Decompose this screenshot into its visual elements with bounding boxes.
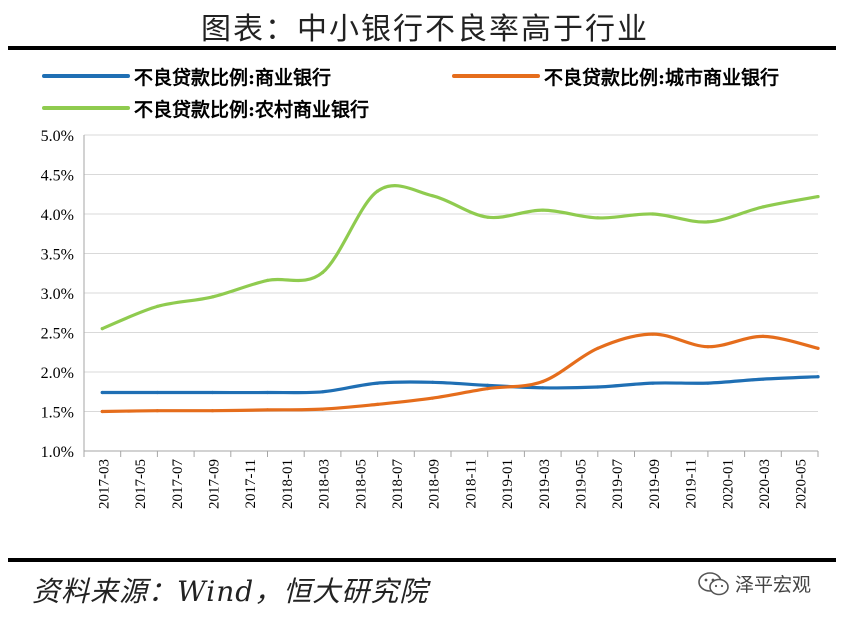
data-point-city xyxy=(486,387,490,391)
grid-lines xyxy=(84,134,818,412)
x-tick-label: 2018-07 xyxy=(390,459,406,509)
x-tick-label: 2018-05 xyxy=(353,459,369,509)
y-tick-label: 2.5% xyxy=(41,326,74,343)
data-point-commercial xyxy=(321,390,325,394)
data-point-rural xyxy=(376,189,380,193)
y-tick-labels: 1.0% 1.5% 2.0% 2.5% 3.0% 3.5% 4.0% 4.5% 5.0% xyxy=(41,128,74,461)
data-point-rural xyxy=(651,212,655,216)
x-tick-label: 2020-05 xyxy=(794,459,810,509)
data-point-rural xyxy=(210,295,215,299)
x-tick-label: 2017-07 xyxy=(170,459,186,509)
x-tick-label: 2017-03 xyxy=(96,459,112,509)
watermark: 泽平宏观 xyxy=(697,570,811,597)
data-point-city xyxy=(761,334,765,338)
data-point-city xyxy=(321,407,325,411)
series-lines xyxy=(100,184,820,414)
data-point-rural xyxy=(816,195,820,199)
data-point-rural xyxy=(596,216,600,220)
data-point-commercial xyxy=(155,390,159,395)
y-tick-label: 4.0% xyxy=(41,207,74,224)
y-tick-label: 5.0% xyxy=(41,128,74,145)
x-tick-label: 2017-05 xyxy=(133,459,149,509)
y-tick-label: 3.0% xyxy=(41,286,74,303)
legend-swatch-rural xyxy=(42,106,130,110)
data-point-rural xyxy=(486,215,490,219)
data-point-rural xyxy=(431,194,435,198)
y-tick-label: 2.0% xyxy=(41,365,74,382)
legend-label-commercial: 不良贷款比例:商业银行 xyxy=(134,66,332,89)
x-tick-label: 2018-09 xyxy=(427,459,443,509)
data-point-rural xyxy=(706,220,710,224)
data-point-rural xyxy=(100,327,104,331)
data-point-city xyxy=(265,408,270,412)
data-point-commercial xyxy=(651,381,655,385)
data-point-city xyxy=(651,332,655,336)
data-point-rural xyxy=(321,270,325,275)
x-tick-label: 2019-05 xyxy=(573,459,589,509)
series-line-city xyxy=(100,332,820,414)
series-line-rural xyxy=(100,184,820,331)
data-point-commercial xyxy=(486,383,490,387)
top-rule xyxy=(8,46,836,50)
bottom-rule xyxy=(8,558,836,562)
data-point-city xyxy=(100,409,104,414)
data-point-city xyxy=(210,409,215,413)
x-tick-label: 2018-01 xyxy=(280,459,296,509)
source-note: 资料来源：Wind，恒大研究院 xyxy=(32,575,429,608)
data-point-commercial xyxy=(210,390,215,395)
y-tick-label: 1.5% xyxy=(41,405,74,422)
x-tick-label: 2020-01 xyxy=(720,459,736,509)
data-point-city xyxy=(541,379,545,384)
x-tick-label: 2018-11 xyxy=(463,459,479,508)
legend-item-city: 不良贷款比例:城市商业银行 xyxy=(452,64,780,89)
x-tick-label: 2019-11 xyxy=(684,459,700,508)
x-tick-label: 2019-09 xyxy=(647,459,663,509)
data-point-commercial xyxy=(100,390,104,395)
data-point-rural xyxy=(265,278,270,282)
x-tick-label: 2019-03 xyxy=(537,459,553,509)
x-tick-label: 2019-01 xyxy=(500,459,516,509)
data-point-commercial xyxy=(706,381,710,385)
data-point-commercial xyxy=(816,375,820,379)
legend-item-commercial: 不良贷款比例:商业银行 xyxy=(42,64,332,89)
data-point-commercial xyxy=(265,390,270,395)
y-tick-label: 1.0% xyxy=(41,444,74,461)
data-point-city xyxy=(706,345,710,349)
axes xyxy=(83,135,819,457)
data-point-rural xyxy=(761,205,765,209)
data-point-commercial xyxy=(541,386,545,390)
legend-swatch-city xyxy=(452,74,540,78)
x-tick-labels: 2017-03 2017-05 2017-07 2017-09 2017-11 2018-… xyxy=(96,459,809,509)
data-point-commercial xyxy=(761,377,765,381)
data-point-commercial xyxy=(596,385,600,389)
data-point-city xyxy=(596,346,600,350)
x-tick-label: 2017-09 xyxy=(206,459,222,509)
data-point-city xyxy=(816,346,820,350)
data-point-rural xyxy=(155,304,159,308)
x-tick-label: 2019-07 xyxy=(610,459,626,509)
wechat-icon xyxy=(698,571,729,595)
page-title: 图表：中小银行不良率高于行业 xyxy=(201,12,649,47)
legend-label-rural: 不良贷款比例:农村商业银行 xyxy=(134,98,370,121)
legend-swatch-commercial xyxy=(42,74,130,78)
series-line-commercial xyxy=(100,375,820,395)
y-tick-label: 4.5% xyxy=(41,168,74,185)
y-tick-label: 3.5% xyxy=(41,247,74,264)
watermark-label: 泽平宏观 xyxy=(735,574,812,596)
data-point-city xyxy=(155,409,159,413)
data-point-commercial xyxy=(376,381,380,385)
x-tick-label: 2020-03 xyxy=(757,459,773,509)
legend-label-city: 不良贷款比例:城市商业银行 xyxy=(544,66,780,89)
legend-item-rural: 不良贷款比例:农村商业银行 xyxy=(42,96,370,121)
data-point-city xyxy=(376,402,380,406)
x-tick-label: 2017-11 xyxy=(243,459,259,508)
x-tick-label: 2018-03 xyxy=(317,459,333,509)
data-point-city xyxy=(431,396,435,400)
data-point-commercial xyxy=(431,380,435,384)
data-point-rural xyxy=(541,208,545,212)
